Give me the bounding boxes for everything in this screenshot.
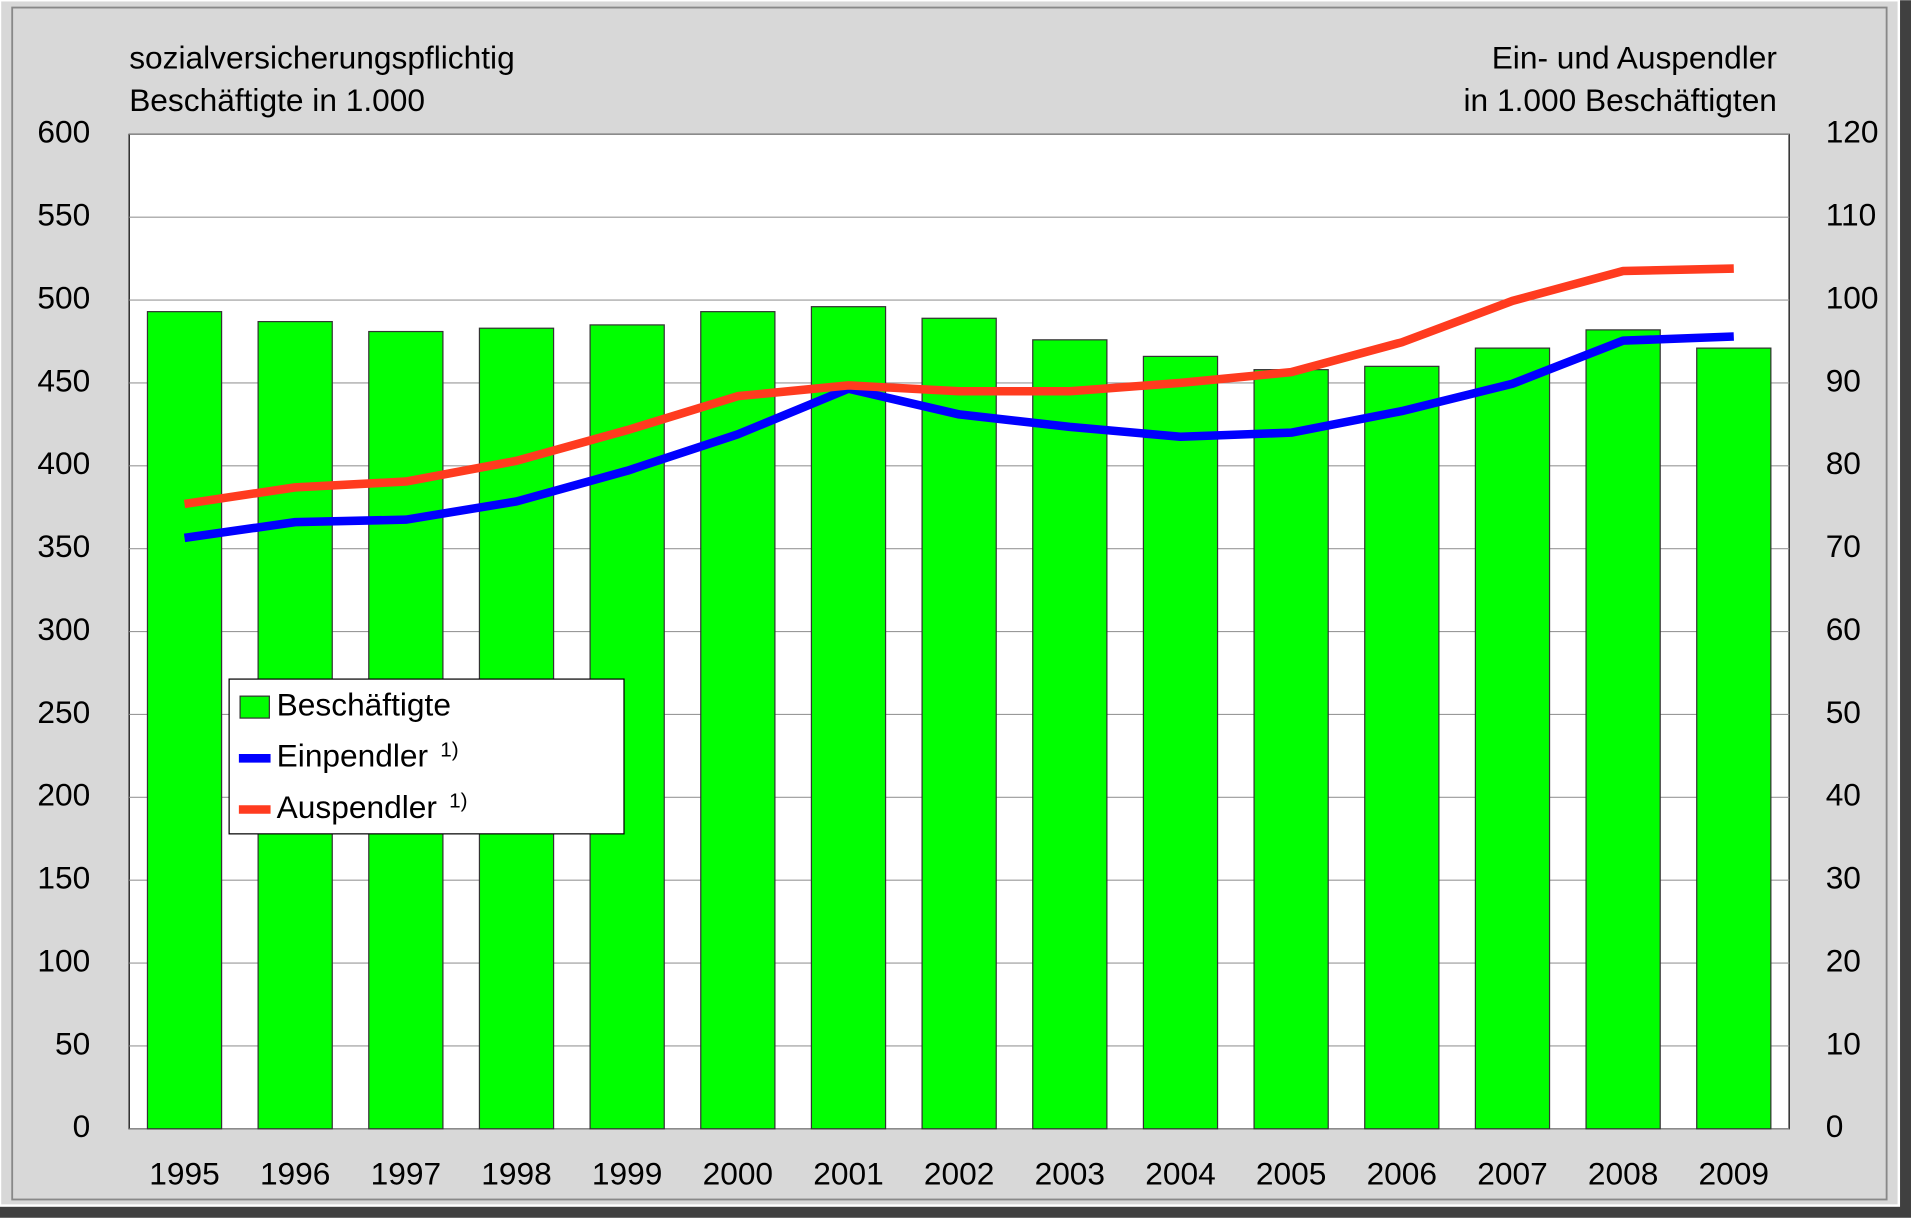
- y-tick-label: 50: [55, 1025, 90, 1061]
- legend-swatch: [239, 695, 270, 719]
- y2-tick-label: 30: [1826, 860, 1861, 896]
- y-tick-label: 0: [73, 1108, 91, 1144]
- bar: [1696, 347, 1772, 1130]
- y-axis-label: Beschäftigte in 1.000: [129, 82, 425, 118]
- bar: [1253, 369, 1329, 1130]
- y-tick-label: 350: [37, 528, 90, 564]
- y2-tick-label: 90: [1826, 362, 1861, 398]
- y2-tick-label: 120: [1826, 114, 1879, 150]
- x-tick-label: 1995: [149, 1156, 219, 1192]
- x-tick-label: 2009: [1699, 1156, 1769, 1192]
- x-tick-label: 2004: [1145, 1156, 1215, 1192]
- bar: [1032, 339, 1108, 1130]
- y-tick-label: 500: [37, 279, 90, 315]
- x-tick-label: 2003: [1035, 1156, 1105, 1192]
- y-tick-label: 200: [37, 777, 90, 813]
- x-tick-label: 1999: [592, 1156, 662, 1192]
- y2-tick-label: 70: [1826, 528, 1861, 564]
- legend-label: Einpendler: [277, 738, 429, 774]
- x-tick-label: 1998: [481, 1156, 551, 1192]
- line: [183, 264, 1734, 509]
- y-tick-label: 250: [37, 694, 90, 730]
- y2-tick-label: 20: [1826, 942, 1861, 978]
- x-tick-label: 2006: [1367, 1156, 1437, 1192]
- y2-tick-label: 60: [1826, 611, 1861, 647]
- y-tick-label: 600: [37, 114, 90, 150]
- legend-box: [228, 678, 625, 835]
- y2-tick-label: 80: [1826, 445, 1861, 481]
- y2-tick-label: 0: [1826, 1108, 1844, 1144]
- bar: [700, 311, 776, 1130]
- bar: [1364, 365, 1440, 1130]
- x-tick-label: 2007: [1477, 1156, 1547, 1192]
- y2-tick-label: 10: [1826, 1025, 1861, 1061]
- legend-note: 1): [449, 790, 467, 813]
- bar: [1474, 347, 1551, 1130]
- y2-axis-label: in 1.000 Beschäftigten: [1464, 82, 1777, 118]
- x-tick-label: 2008: [1588, 1156, 1658, 1192]
- legend-label: Beschäftigte: [277, 686, 451, 722]
- bar: [921, 317, 997, 1130]
- y2-tick-label: 110: [1826, 197, 1877, 233]
- x-tick-label: 2001: [813, 1156, 883, 1192]
- y-axis-label: sozialversicherungspflichtig: [129, 39, 515, 75]
- bar: [810, 306, 887, 1130]
- y2-axis-label: Ein- und Auspendler: [1492, 39, 1778, 75]
- y2-tick-label: 50: [1826, 694, 1861, 730]
- y-tick-label: 450: [37, 362, 90, 398]
- x-tick-label: 1996: [260, 1156, 330, 1192]
- bar: [1585, 329, 1661, 1130]
- x-tick-label: 1997: [371, 1156, 441, 1192]
- y2-tick-label: 100: [1826, 279, 1879, 315]
- x-tick-label: 2000: [703, 1156, 773, 1192]
- x-tick-label: 2002: [924, 1156, 994, 1192]
- legend-label: Auspendler: [277, 789, 438, 825]
- y-tick-label: 100: [37, 942, 90, 978]
- y-tick-label: 550: [37, 197, 90, 233]
- y-tick-label: 400: [37, 445, 90, 481]
- bar: [1142, 355, 1219, 1130]
- line: [183, 332, 1734, 543]
- legend-note: 1): [440, 738, 458, 761]
- y-tick-label: 300: [37, 611, 90, 647]
- legend: Beschäftigte Einpendler 1) Auspendler 1): [228, 678, 625, 835]
- bar: [146, 311, 223, 1130]
- y2-tick-label: 40: [1826, 777, 1861, 813]
- x-tick-label: 2005: [1256, 1156, 1326, 1192]
- y-tick-label: 150: [37, 860, 90, 896]
